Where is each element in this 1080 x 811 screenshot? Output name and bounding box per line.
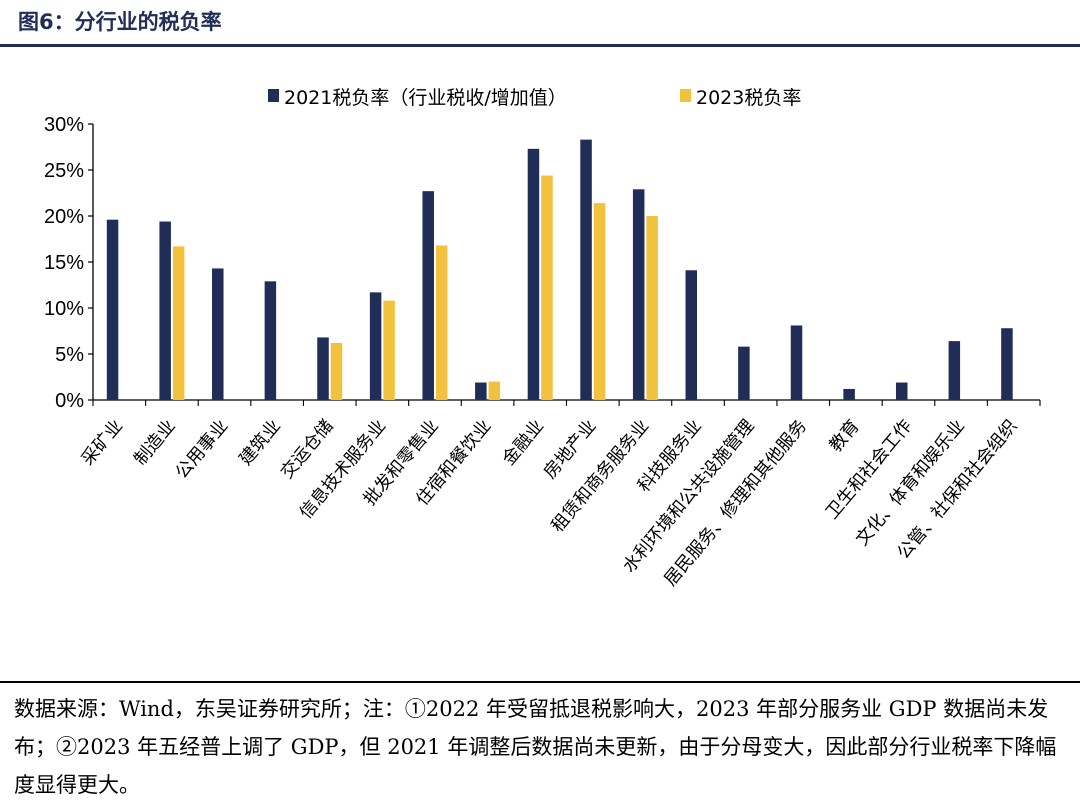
y-tick-label: 5% <box>55 344 84 366</box>
bar-2021 <box>790 325 803 400</box>
legend-label-2023: 2023税负率 <box>696 87 801 109</box>
bar-2021 <box>475 382 487 400</box>
bar-2023 <box>383 300 395 400</box>
category-label: 建筑业 <box>236 416 285 469</box>
category-label: 租赁和商务服务业 <box>548 416 653 536</box>
y-tick-label: 10% <box>44 298 84 320</box>
bar-2021 <box>1001 328 1013 400</box>
y-tick-label: 20% <box>44 206 84 228</box>
bar-2021 <box>369 292 382 400</box>
header-rule <box>0 44 1080 47</box>
bar-2023 <box>646 216 658 400</box>
bar-2021 <box>580 139 592 400</box>
bar-2021 <box>843 388 855 400</box>
legend-label-2021: 2021税负率（行业税收/增加值） <box>284 87 567 109</box>
bar-2023 <box>488 381 501 400</box>
source-note: 数据来源：Wind，东吴证券研究所；注：①2022 年受留抵退税影响大，2023… <box>14 697 1057 797</box>
bar-2021 <box>106 219 119 400</box>
legend-swatch-2021 <box>268 89 279 102</box>
bar-2021 <box>159 221 171 400</box>
bar-2021 <box>317 337 329 400</box>
bar-2021 <box>895 382 908 400</box>
category-label: 采矿业 <box>78 416 127 469</box>
bar-2023 <box>172 246 185 400</box>
chart-legend: 2021税负率（行业税收/增加值） 2023税负率 <box>268 87 801 109</box>
y-tick-label: 25% <box>44 160 84 182</box>
y-tick-label: 30% <box>44 114 84 136</box>
bar-2021 <box>422 191 434 400</box>
footer-rule <box>0 681 1080 683</box>
bar-2021 <box>948 341 961 400</box>
bar-2023 <box>330 342 343 400</box>
y-tick-label: 0% <box>55 390 84 412</box>
chart-axes: 0% 5% 10% 15% 20% 25% 30% <box>44 114 1041 412</box>
bar-2023 <box>541 175 553 400</box>
bar-chart: 2021税负率（行业税收/增加值） 2023税负率 0% 5% 10% 15% 20% 2… <box>44 87 1041 590</box>
bar-2021 <box>212 268 224 400</box>
bar-2021 <box>632 189 645 400</box>
bar-2021 <box>264 281 277 400</box>
bar-2021 <box>685 270 698 400</box>
chart-bars <box>106 139 1013 400</box>
figure-title: 图6：分行业的税负率 <box>18 10 222 34</box>
figure-header: 图6：分行业的税负率 <box>0 0 1080 47</box>
category-label: 教育 <box>826 416 864 456</box>
y-tick-label: 15% <box>44 252 84 274</box>
bar-2023 <box>435 245 448 400</box>
bar-2021 <box>738 346 750 400</box>
bar-2023 <box>593 203 606 400</box>
category-label: 制造业 <box>131 416 180 469</box>
bar-2021 <box>527 148 540 400</box>
legend-swatch-2023 <box>680 89 691 102</box>
category-label: 金融业 <box>499 416 548 469</box>
category-label: 公用事业 <box>172 416 232 482</box>
